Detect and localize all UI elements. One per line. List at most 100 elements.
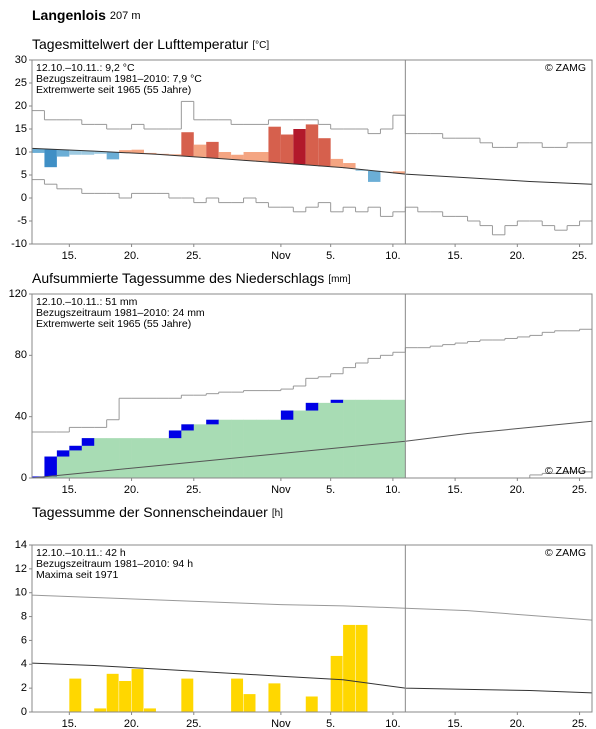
cumulative-column xyxy=(181,424,195,478)
credit: © ZAMG xyxy=(545,465,586,477)
y-tick-label: 15 xyxy=(15,123,27,135)
bar xyxy=(193,144,207,158)
bar xyxy=(106,152,120,160)
x-tick-label: Nov xyxy=(271,718,291,729)
cumulative-column xyxy=(280,410,294,478)
cumulative-column xyxy=(343,399,356,478)
bar xyxy=(168,154,182,156)
bar xyxy=(69,678,82,712)
x-tick-label: 5. xyxy=(326,250,335,262)
y-tick-label: 10 xyxy=(15,146,27,158)
x-tick-label: 25. xyxy=(572,484,587,496)
bar xyxy=(305,696,318,712)
cumulative-column xyxy=(218,419,232,478)
bar xyxy=(69,150,82,155)
credit: © ZAMG xyxy=(545,547,586,559)
legend-note: Bezugszeitraum 1981–2010: 94 h xyxy=(36,558,193,570)
x-tick-label: 10. xyxy=(385,718,400,729)
title-text: Tagessumme der Sonnenscheindauer xyxy=(32,504,268,520)
cumulative-column xyxy=(392,399,406,478)
title-text: Tagesmittelwert der Lufttemperatur xyxy=(32,36,249,52)
bar xyxy=(256,152,269,162)
legend-note: Extremwerte seit 1965 (55 Jahre) xyxy=(36,318,191,330)
cumulative-column xyxy=(243,419,257,478)
bar xyxy=(181,678,194,712)
reference-line xyxy=(31,662,593,694)
bar xyxy=(268,683,281,712)
daily-increment xyxy=(44,456,58,477)
bar xyxy=(330,655,343,712)
y-tick-label: 2 xyxy=(21,682,27,694)
legend-note: Bezugszeitraum 1981–2010: 7,9 °C xyxy=(36,73,202,85)
chart-title: Aufsummierte Tagessumme des Niederschlag… xyxy=(32,270,351,286)
daily-increment xyxy=(168,430,182,439)
bar xyxy=(355,624,368,712)
x-tick-label: 15. xyxy=(447,250,462,262)
title-unit: [mm] xyxy=(328,274,350,285)
bar xyxy=(206,141,219,159)
bar xyxy=(318,138,331,167)
chart-title: Tagessumme der Sonnenscheindauer [h] xyxy=(32,504,283,520)
bar xyxy=(56,149,70,157)
bar xyxy=(94,708,107,712)
bar xyxy=(280,134,294,164)
bar xyxy=(94,151,107,154)
y-tick-label: 80 xyxy=(15,349,27,361)
bar xyxy=(44,149,57,168)
title-unit: [h] xyxy=(272,508,283,519)
y-tick-label: 0 xyxy=(21,706,27,718)
y-tick-label: 6 xyxy=(21,634,27,646)
y-tick-label: 0 xyxy=(21,472,27,484)
y-tick-label: 10 xyxy=(15,587,27,599)
x-tick-label: 15. xyxy=(62,250,77,262)
cumulative-column xyxy=(330,399,344,478)
chart-panel: Tagesmittelwert der Lufttemperatur [°C] -1… xyxy=(11,36,593,262)
cumulative-column xyxy=(293,410,307,478)
x-tick-label: 5. xyxy=(326,718,335,729)
cumulative-column xyxy=(231,419,244,478)
bar xyxy=(293,129,306,165)
cumulative-column xyxy=(81,438,95,478)
cumulative-column xyxy=(56,450,70,478)
cumulative-column xyxy=(144,438,157,478)
cumulative-column xyxy=(119,438,132,478)
bar xyxy=(243,694,256,712)
title-text: Aufsummierte Tagessumme des Niederschlag… xyxy=(32,270,324,286)
bar xyxy=(119,680,132,712)
y-tick-label: 4 xyxy=(21,658,27,670)
chart-title: Tagesmittelwert der Lufttemperatur [°C] xyxy=(32,36,269,52)
bar xyxy=(106,673,119,712)
plot-frame xyxy=(31,293,593,479)
cumulative-column xyxy=(106,438,120,478)
x-tick-label: 5. xyxy=(326,484,335,496)
bar xyxy=(368,170,381,182)
bar xyxy=(231,678,244,712)
y-tick-label: 120 xyxy=(9,288,27,300)
bar xyxy=(81,150,95,155)
y-tick-label: 8 xyxy=(21,610,27,622)
y-tick-label: 0 xyxy=(21,192,27,204)
x-tick-label: 20. xyxy=(124,718,139,729)
station-name: Langenlois xyxy=(32,7,106,23)
credit: © ZAMG xyxy=(545,62,586,74)
reference-line xyxy=(31,594,593,621)
bar xyxy=(343,624,356,712)
x-tick-label: 15. xyxy=(447,484,462,496)
x-tick-label: 25. xyxy=(186,718,201,729)
legend-note: Maxima seit 1971 xyxy=(36,569,118,581)
cumulative-column xyxy=(368,399,381,478)
bar xyxy=(181,132,194,157)
cumulative-column xyxy=(168,430,182,478)
chart-panel: Aufsummierte Tagessumme des Niederschlag… xyxy=(9,270,593,496)
y-tick-label: 12 xyxy=(15,563,27,575)
cumulative-column xyxy=(131,438,145,478)
reference-line xyxy=(31,147,593,185)
x-tick-label: Nov xyxy=(271,484,291,496)
x-tick-label: 20. xyxy=(510,250,525,262)
bar xyxy=(355,169,368,171)
bar xyxy=(343,163,356,169)
x-tick-label: 20. xyxy=(510,484,525,496)
x-tick-label: 25. xyxy=(572,718,587,729)
cumulative-column xyxy=(193,424,207,478)
